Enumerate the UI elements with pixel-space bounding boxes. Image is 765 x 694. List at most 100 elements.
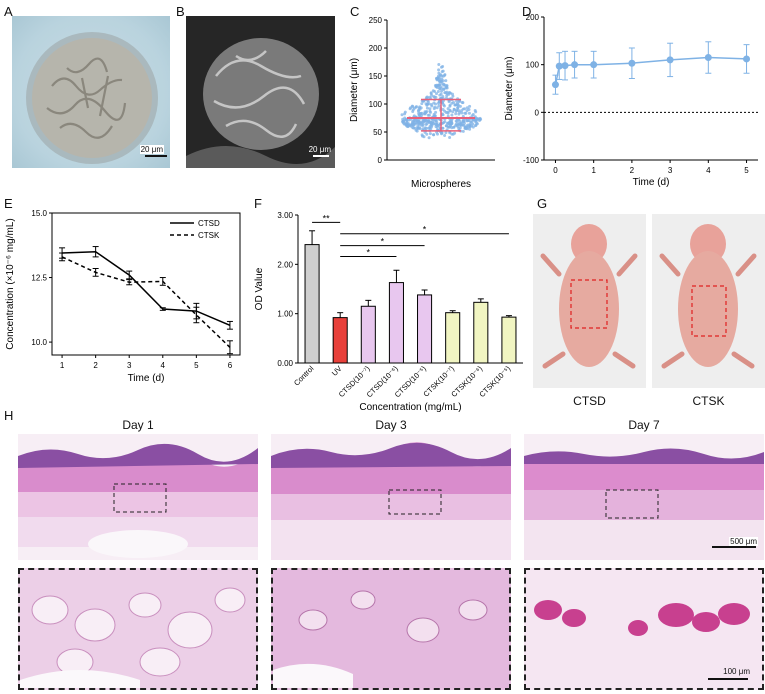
he-day1-zoom (18, 568, 258, 690)
e-legend-label: CTSK (198, 231, 220, 240)
d-data-point (743, 55, 751, 63)
c-data-point (412, 126, 416, 130)
f-bar (417, 294, 433, 364)
c-data-point (432, 133, 436, 137)
c-data-point (435, 92, 438, 96)
c-data-point (470, 124, 474, 128)
mouse-ctsd-drawing (533, 214, 646, 388)
d-x-tick-label: 4 (706, 166, 711, 175)
c-data-point (460, 101, 464, 104)
c-data-point (414, 128, 418, 132)
c-data-point (470, 120, 474, 124)
e-x-tick-label: 1 (60, 361, 65, 370)
c-data-point (460, 111, 464, 115)
f-significance-label: * (367, 247, 371, 257)
d-data-point (590, 61, 598, 69)
h-day1-label: Day 1 (122, 418, 154, 432)
c-data-point (454, 109, 458, 113)
h-day3-label: Day 3 (375, 418, 407, 432)
c-data-point (464, 111, 468, 115)
c-data-point (411, 124, 415, 127)
chart-c-diameter-distribution: 0 50 100 150 200 250 Diameter (μm) Microspheres (349, 16, 495, 190)
c-data-point (407, 118, 411, 122)
f-y-axis-label: OD Value (254, 267, 265, 310)
e-x-axis-label: Time (d) (128, 373, 165, 384)
c-data-point (417, 120, 421, 124)
d-series-line (554, 56, 747, 85)
he-day3-overview (271, 434, 511, 560)
c-data-point (400, 113, 404, 117)
he-day7-zoom: 100 μm (524, 568, 764, 690)
c-data-point (424, 96, 428, 100)
c-y-tick-label: 100 (369, 100, 383, 109)
c-data-point (452, 125, 456, 129)
he-day7-overview-drawing (524, 448, 764, 560)
c-data-point (424, 102, 428, 106)
he-day3-zoom-drawing (273, 570, 509, 688)
e-x-tick-label: 6 (228, 361, 233, 370)
f-bar (388, 282, 404, 364)
d-data-point (666, 56, 674, 64)
c-data-point (424, 111, 427, 115)
f-bar (332, 317, 348, 364)
c-data-point (468, 104, 472, 108)
c-data-point (458, 110, 462, 114)
e-y-tick-label: 12.5 (31, 274, 47, 283)
f-y-tick-label: 0.00 (277, 359, 293, 368)
c-data-point (436, 90, 440, 93)
c-data-point (451, 110, 455, 114)
he-day7-overview: 500 μm (524, 434, 764, 560)
c-data-point (427, 136, 431, 140)
c-data-point (475, 116, 479, 120)
c-data-point (441, 113, 445, 117)
c-data-point (467, 119, 471, 123)
c-data-point (436, 132, 439, 136)
d-data-point (551, 81, 559, 89)
scale-bar-label-b: 20 μm (308, 145, 331, 154)
c-data-point (429, 91, 433, 95)
c-data-point (429, 123, 433, 127)
c-data-point (427, 120, 431, 124)
d-y-tick-label: -100 (523, 156, 540, 165)
c-data-point (443, 84, 447, 87)
d-y-axis-label: Diameter (μm) (504, 56, 515, 120)
d-y-tick-label: 200 (526, 13, 540, 22)
c-data-point (425, 132, 429, 136)
c-data-point (458, 126, 462, 130)
f-x-axis-label: Concentration (mg/mL) (359, 402, 461, 413)
f-significance-label: * (381, 237, 385, 247)
c-data-point (407, 124, 411, 128)
d-x-axis-label: Time (d) (633, 177, 670, 188)
he-day7-zoom-drawing (526, 570, 762, 688)
f-bar (360, 305, 376, 364)
c-data-point (417, 123, 421, 126)
microsphere-sem-image: 20 μm (186, 16, 335, 168)
c-data-point (415, 121, 419, 124)
c-data-point (410, 104, 414, 108)
c-data-point (434, 110, 438, 114)
c-data-point (433, 95, 437, 99)
c-data-point (456, 106, 460, 110)
c-data-point (455, 120, 459, 124)
d-x-tick-label: 2 (630, 166, 635, 175)
c-data-point (428, 107, 432, 111)
c-data-point (428, 109, 432, 113)
c-data-point (467, 111, 471, 115)
d-x-tick-label: 5 (744, 166, 749, 175)
c-data-point (422, 135, 426, 139)
c-data-point (446, 107, 450, 111)
c-data-point (463, 107, 467, 111)
panel-letter-f: F (254, 196, 262, 211)
c-data-point (454, 103, 457, 107)
c-data-point (419, 106, 423, 110)
e-x-tick-label: 2 (93, 361, 98, 370)
c-data-point (403, 112, 407, 116)
c-data-point (456, 103, 460, 107)
e-series-line (62, 250, 231, 326)
c-data-point (424, 123, 428, 126)
c-data-point (445, 124, 448, 128)
c-data-point (420, 133, 424, 137)
c-data-point (447, 92, 451, 96)
e-series-line (61, 256, 231, 348)
c-data-point (444, 79, 448, 83)
